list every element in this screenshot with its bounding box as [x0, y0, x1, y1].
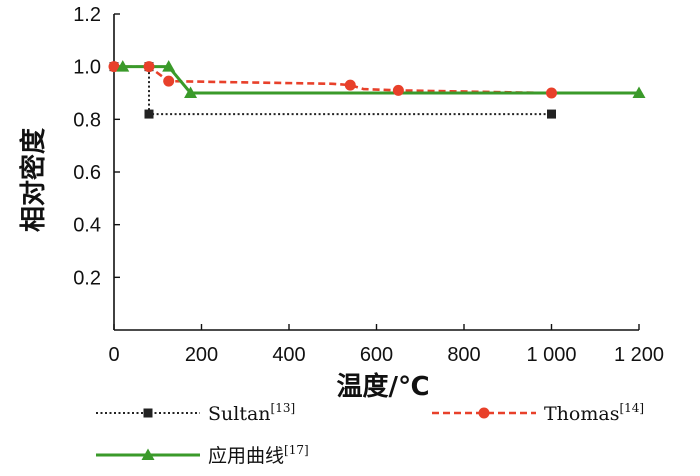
x-axis-title: 温度/℃: [337, 371, 430, 402]
x-tick-label: 1 200: [614, 344, 664, 366]
legend-ref: [13]: [271, 401, 296, 415]
series-sultan-0-marker-3: [547, 109, 556, 119]
x-tick-label: 800: [447, 344, 480, 366]
legend-curve-marker-2: [141, 448, 155, 460]
y-tick-label: 0.4: [73, 215, 101, 237]
legend-thomas-marker-1: [478, 407, 490, 419]
legend-item-sultan-0: Sultan[13]: [96, 401, 295, 425]
legend-item-curve-2: 应用曲线[17]: [96, 443, 309, 467]
series-sultan-0-marker-2: [144, 109, 154, 119]
series-thomas-1-marker-2: [163, 75, 175, 87]
x-tick-label: 0: [108, 344, 119, 366]
plot-area: [114, 65, 639, 116]
legend-label: 应用曲线[17]: [208, 443, 309, 467]
series-thomas-1-marker-4: [392, 84, 404, 96]
series-thomas-1-marker-3: [344, 79, 356, 91]
y-tick-label: 0.2: [73, 267, 101, 289]
series-markers: [108, 60, 646, 119]
series-curve-2-marker-2: [184, 86, 198, 98]
tick-group: 0 200 400 600 800 1 000 1 200 0.2 0.4 0.6 0.8 1.0 1.…: [73, 4, 664, 366]
legend: Sultan[13] Thomas[14] 应用曲线[17]: [96, 401, 644, 467]
y-axis-title: 相对密度: [18, 128, 49, 232]
series-curve-2-marker-1: [162, 60, 176, 72]
series-thomas-1-marker-0: [108, 61, 120, 73]
x-tick-label: 1 000: [526, 344, 576, 366]
y-tick-label: 1.2: [73, 4, 101, 26]
series-thomas-1-marker-1: [143, 61, 155, 73]
legend-label: Thomas[14]: [544, 401, 644, 425]
legend-ref: [14]: [619, 401, 644, 415]
x-tick-label: 600: [360, 344, 393, 366]
series-sultan-0-line: [114, 65, 552, 116]
series-curve-2-marker-0: [116, 60, 130, 72]
x-tick-label: 400: [272, 344, 305, 366]
legend-sultan-marker-0: [143, 408, 153, 418]
y-tick-label: 1.0: [73, 57, 101, 79]
legend-ref: [17]: [284, 443, 309, 457]
series-curve-2-marker-3: [632, 86, 646, 98]
y-tick-label: 0.6: [73, 162, 101, 184]
x-tick-label: 200: [185, 344, 218, 366]
legend-item-thomas-1: Thomas[14]: [432, 401, 644, 425]
legend-label: Sultan[13]: [208, 401, 295, 425]
axes: [113, 14, 639, 331]
series-thomas-1-marker-5: [546, 87, 557, 99]
y-tick-label: 0.8: [73, 109, 101, 131]
